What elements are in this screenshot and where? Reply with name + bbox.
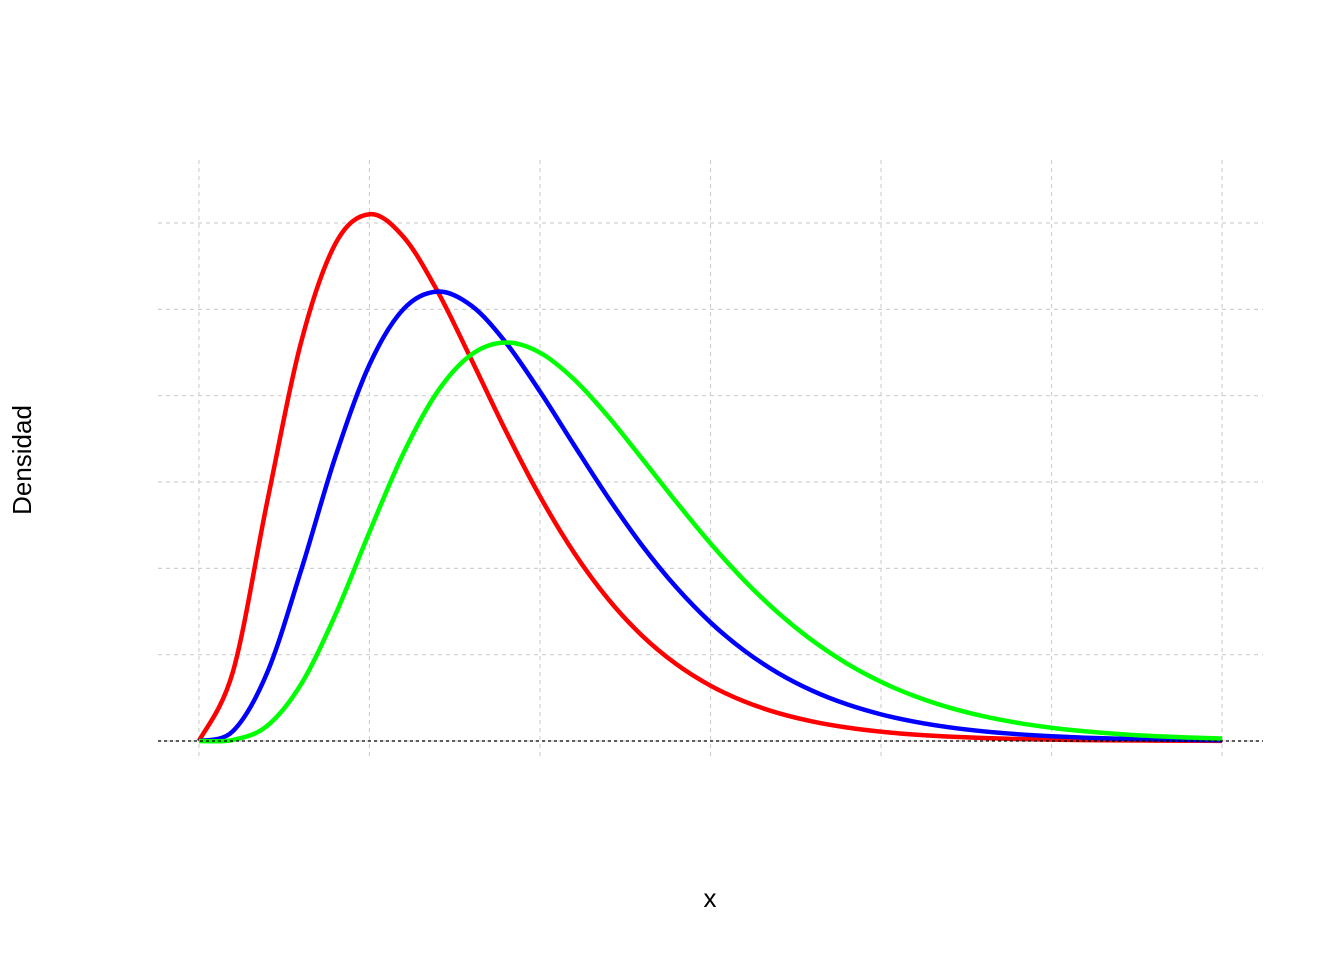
x-axis-title: x (704, 883, 717, 913)
y-axis-title: Densidad (7, 405, 37, 515)
density-line (198, 340, 1223, 744)
density-line (196, 211, 1223, 744)
density-line (198, 289, 1223, 744)
